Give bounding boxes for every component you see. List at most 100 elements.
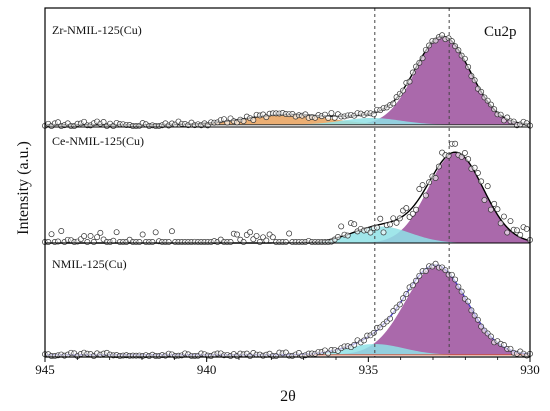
data-point-panel-2	[442, 267, 449, 274]
data-point-panel-1	[481, 197, 488, 203]
data-point-panel-1	[168, 228, 175, 235]
data-point-panel-2	[413, 277, 420, 284]
data-point-panel-1	[419, 182, 426, 189]
data-point-panel-2	[455, 283, 462, 290]
data-point-panel-1	[422, 192, 429, 199]
data-point-panel-0	[491, 106, 498, 113]
data-point-panel-1	[387, 221, 393, 228]
data-point-panel-0	[439, 32, 446, 39]
data-point-panel-0	[487, 101, 494, 108]
data-point-panel-1	[487, 206, 494, 213]
data-point-panel-1	[45, 239, 52, 245]
data-point-panel-1	[374, 224, 380, 231]
data-point-panel-2	[478, 323, 485, 330]
data-point-panel-0	[422, 46, 429, 53]
data-point-panel-1	[84, 239, 91, 245]
data-point-panel-1	[149, 239, 156, 245]
data-point-panel-1	[474, 169, 481, 176]
data-point-panel-0	[504, 114, 511, 121]
panel-label-nmil: NMIL-125(Cu)	[52, 257, 127, 271]
data-point-panel-1	[335, 234, 341, 240]
x-tick-label-2: 935	[359, 362, 379, 377]
panel-label-zr: Zr-NMIL-125(Cu)	[52, 23, 142, 37]
data-point-panel-2	[468, 307, 475, 314]
data-point-panel-0	[224, 119, 231, 126]
data-point-panel-0	[497, 111, 504, 118]
data-point-panel-1	[504, 229, 511, 236]
data-point-panel-1	[253, 232, 260, 239]
data-point-panel-1	[484, 183, 491, 190]
data-point-panel-1	[94, 234, 101, 241]
data-point-panel-0	[455, 47, 462, 54]
data-point-panel-0	[100, 118, 107, 125]
data-point-panel-0	[484, 97, 491, 104]
data-point-panel-2	[400, 295, 406, 302]
data-point-panel-0	[400, 87, 406, 94]
component-shoulder-panel-2	[45, 344, 530, 355]
data-point-panel-0	[55, 119, 61, 126]
data-point-panel-1	[523, 225, 530, 232]
data-point-panel-0	[468, 73, 475, 79]
data-point-panel-1	[507, 218, 514, 224]
data-point-panel-1	[269, 234, 276, 241]
data-point-panel-1	[426, 179, 433, 186]
data-point-panel-1	[380, 229, 387, 236]
data-point-panel-1	[286, 230, 293, 237]
data-point-panel-2	[471, 312, 478, 319]
data-point-panel-1	[152, 229, 159, 236]
data-point-panel-1	[97, 229, 104, 236]
data-point-panel-0	[416, 59, 423, 66]
data-point-panel-0	[461, 55, 468, 62]
component-main-peak-panel-1	[45, 152, 530, 243]
data-point-panel-0	[370, 111, 377, 118]
data-point-panel-1	[465, 156, 472, 163]
data-point-panel-1	[282, 239, 289, 245]
data-point-panel-1	[501, 213, 507, 220]
data-point-panel-2	[361, 337, 367, 344]
data-point-panel-1	[390, 215, 397, 222]
data-point-panel-1	[491, 200, 498, 207]
data-point-panel-1	[517, 232, 524, 238]
x-axis-title: 2θ	[280, 388, 296, 405]
data-point-panel-0	[240, 118, 247, 125]
x-tick-label-3: 930	[520, 362, 540, 377]
y-axis-title: Intensity (a.u.)	[15, 141, 32, 235]
x-tick-labels: 945 940 935 930	[35, 362, 540, 377]
data-point-panel-1	[263, 237, 270, 244]
x-tick-label-0: 945	[35, 362, 55, 377]
data-point-panel-1	[81, 233, 88, 240]
x-tick-label-1: 940	[197, 362, 217, 377]
data-point-panel-2	[474, 316, 481, 323]
data-point-panel-0	[510, 118, 517, 125]
data-point-panel-2	[452, 276, 459, 283]
data-point-panel-1	[90, 239, 97, 245]
data-point-panel-1	[87, 233, 94, 239]
data-point-panel-0	[471, 77, 478, 84]
data-point-panel-0	[302, 111, 309, 118]
data-point-panel-2	[387, 315, 393, 322]
data-point-panel-2	[465, 298, 472, 305]
data-point-panel-2	[351, 341, 358, 348]
data-point-panel-0	[478, 88, 485, 95]
data-point-panel-1	[416, 186, 423, 192]
data-point-panel-0	[390, 100, 397, 107]
data-point-panel-0	[409, 69, 416, 76]
data-point-panel-1	[461, 150, 468, 156]
data-point-panel-1	[351, 221, 358, 228]
data-point-panel-0	[328, 110, 335, 116]
data-point-panel-2	[507, 345, 514, 352]
data-point-panel-0	[419, 55, 426, 62]
component-satellite-panel-0	[45, 114, 530, 125]
data-point-panel-1	[409, 210, 416, 217]
data-point-panel-2	[487, 333, 494, 340]
data-point-panel-2	[403, 291, 410, 298]
data-point-panel-0	[331, 114, 338, 121]
component-shoulder-panel-1	[45, 226, 530, 243]
data-point-panel-1	[396, 215, 403, 222]
data-point-panel-1	[445, 152, 452, 159]
data-point-panel-2	[416, 272, 423, 279]
data-point-panel-1	[139, 231, 146, 238]
data-point-panel-0	[465, 64, 472, 70]
data-point-panel-1	[494, 206, 501, 213]
